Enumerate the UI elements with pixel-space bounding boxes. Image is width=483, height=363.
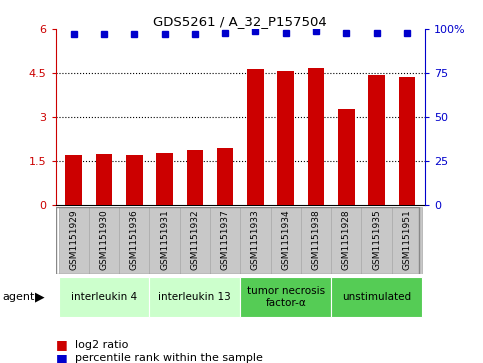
Text: GSM1151930: GSM1151930 — [99, 209, 109, 270]
Text: percentile rank within the sample: percentile rank within the sample — [75, 353, 263, 363]
Title: GDS5261 / A_32_P157504: GDS5261 / A_32_P157504 — [154, 15, 327, 28]
Bar — [338, 109, 355, 205]
Text: GSM1151933: GSM1151933 — [251, 209, 260, 270]
Bar — [247, 69, 264, 205]
Bar — [210, 207, 241, 274]
Bar — [156, 153, 173, 205]
Text: GSM1151951: GSM1151951 — [402, 209, 412, 270]
Text: ■: ■ — [56, 338, 67, 351]
Bar — [331, 277, 422, 317]
Bar — [392, 207, 422, 274]
Text: ■: ■ — [56, 352, 67, 363]
Bar — [58, 277, 149, 317]
Text: GSM1151936: GSM1151936 — [130, 209, 139, 270]
Bar — [308, 68, 325, 205]
Text: log2 ratio: log2 ratio — [75, 340, 128, 350]
Bar — [241, 277, 331, 317]
Text: ▶: ▶ — [35, 290, 45, 303]
Text: GSM1151938: GSM1151938 — [312, 209, 321, 270]
Bar — [270, 207, 301, 274]
Bar — [119, 207, 149, 274]
Bar — [149, 277, 241, 317]
Bar — [277, 71, 294, 205]
Text: GSM1151934: GSM1151934 — [281, 209, 290, 270]
Text: GSM1151937: GSM1151937 — [221, 209, 229, 270]
Bar — [241, 207, 270, 274]
Text: GSM1151932: GSM1151932 — [190, 209, 199, 270]
Text: tumor necrosis
factor-α: tumor necrosis factor-α — [247, 286, 325, 307]
Bar — [126, 155, 142, 205]
Text: unstimulated: unstimulated — [342, 292, 411, 302]
Bar — [331, 207, 361, 274]
Bar — [361, 207, 392, 274]
Text: interleukin 13: interleukin 13 — [158, 292, 231, 302]
Bar — [217, 148, 233, 205]
Bar — [96, 154, 113, 205]
Bar — [368, 75, 385, 205]
Bar — [301, 207, 331, 274]
Text: GSM1151931: GSM1151931 — [160, 209, 169, 270]
Bar — [149, 207, 180, 274]
Bar — [186, 150, 203, 205]
Text: interleukin 4: interleukin 4 — [71, 292, 137, 302]
Text: GSM1151928: GSM1151928 — [342, 209, 351, 270]
Bar — [58, 207, 89, 274]
Text: GSM1151929: GSM1151929 — [69, 209, 78, 270]
Bar — [89, 207, 119, 274]
Text: agent: agent — [2, 292, 35, 302]
Bar — [398, 77, 415, 205]
Bar — [180, 207, 210, 274]
Bar — [65, 155, 82, 205]
Text: GSM1151935: GSM1151935 — [372, 209, 381, 270]
